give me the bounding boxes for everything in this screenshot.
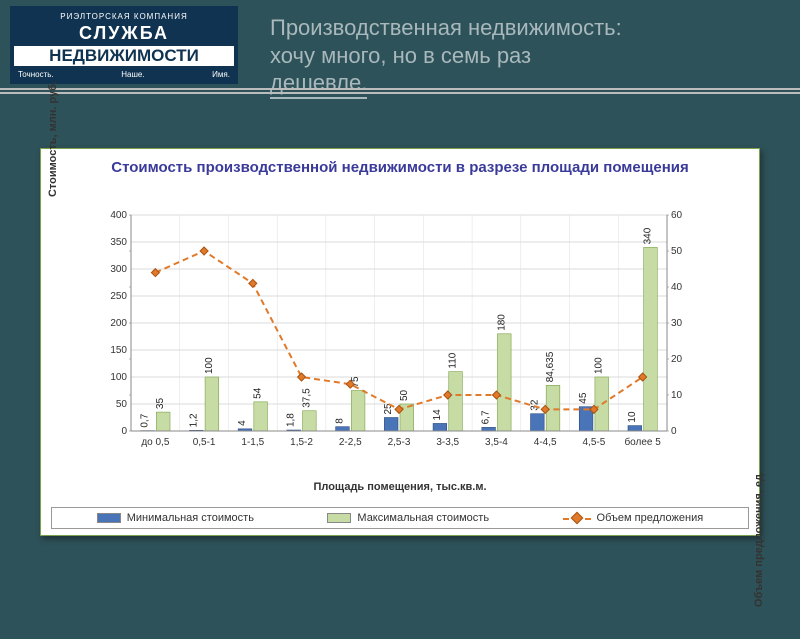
title-line2: хочу много, но в семь раз [270,42,770,70]
svg-text:300: 300 [110,264,127,275]
divider [0,92,800,94]
svg-text:до 0,5: до 0,5 [141,437,170,448]
svg-text:32: 32 [529,399,540,411]
svg-text:250: 250 [110,291,127,302]
svg-text:45: 45 [578,392,589,404]
svg-text:340: 340 [642,227,653,244]
legend-item-max: Максимальная стоимость [327,512,489,524]
page-title: Производственная недвижимость: хочу мног… [270,14,770,99]
divider [0,88,800,90]
svg-text:4-4,5: 4-4,5 [534,437,557,448]
title-line3: дешевле. [270,69,367,99]
svg-text:20: 20 [671,354,683,365]
legend-item-min: Минимальная стоимость [97,512,254,524]
chart-panel: Стоимость производственной недвижимости … [40,148,760,536]
svg-text:10: 10 [671,390,683,401]
svg-text:37,5: 37,5 [301,388,312,408]
svg-text:4,5-5: 4,5-5 [583,437,606,448]
svg-text:1,5-2: 1,5-2 [290,437,313,448]
svg-text:более 5: более 5 [624,436,661,448]
legend-label-volume: Объем предложения [597,512,704,524]
svg-text:0: 0 [121,426,127,437]
logo: РИЭЛТОРСКАЯ КОМПАНИЯ СЛУЖБА НЕДВИЖИМОСТИ… [10,6,238,84]
svg-text:54: 54 [253,387,264,399]
svg-text:3-3,5: 3-3,5 [436,437,459,448]
svg-text:8: 8 [334,418,345,424]
svg-text:100: 100 [204,357,215,374]
svg-text:60: 60 [671,210,683,221]
legend-swatch-max [327,513,351,523]
y-right-axis-title: Объем предложения, ед. [753,439,765,639]
svg-text:400: 400 [110,210,127,221]
svg-text:1-1,5: 1-1,5 [241,437,264,448]
legend-swatch-min [97,513,121,523]
svg-text:3,5-4: 3,5-4 [485,437,508,448]
logo-tag-mid: Наше. [121,70,144,79]
svg-text:6,7: 6,7 [481,410,492,424]
svg-text:350: 350 [110,237,127,248]
svg-text:2-2,5: 2-2,5 [339,437,362,448]
svg-text:50: 50 [116,399,128,410]
svg-text:4: 4 [237,420,248,426]
svg-text:10: 10 [627,411,638,423]
svg-text:40: 40 [671,282,683,293]
svg-text:50: 50 [399,389,410,401]
svg-text:1,8: 1,8 [286,413,297,427]
svg-text:2,5-3: 2,5-3 [388,437,411,448]
legend-label-max: Максимальная стоимость [357,512,489,524]
svg-text:110: 110 [448,352,459,368]
svg-text:14: 14 [432,409,443,421]
chart-svg: 0 50 100 150 200 250 300 350 400 0 10 20 30 40 50 60 0,7… [103,209,695,459]
x-axis-title: Площадь помещения, тыс.кв.м. [41,481,759,493]
svg-text:1,2: 1,2 [188,413,199,427]
plot-area: 0 50 100 150 200 250 300 350 400 0 10 20 30 40 50 60 0,7… [103,209,695,459]
svg-text:0,7: 0,7 [140,413,151,427]
legend-item-volume: Объем предложения [563,512,704,524]
legend-label-min: Минимальная стоимость [127,512,254,524]
svg-text:35: 35 [155,398,166,410]
svg-text:180: 180 [496,314,507,331]
svg-text:150: 150 [110,345,127,356]
svg-text:100: 100 [594,357,605,374]
legend: Минимальная стоимость Максимальная стоим… [51,507,749,529]
logo-tag-right: Имя. [212,70,230,79]
svg-text:84,635: 84,635 [545,351,556,382]
title-line1: Производственная недвижимость: [270,14,770,42]
chart-title: Стоимость производственной недвижимости … [41,149,759,182]
svg-text:200: 200 [110,318,127,329]
svg-text:0: 0 [671,426,677,437]
svg-text:0,5-1: 0,5-1 [193,437,216,448]
y-left-axis-title: Стоимость, млн. руб. [47,39,59,239]
svg-text:100: 100 [110,372,127,383]
svg-text:30: 30 [671,318,683,329]
logo-tagline: РИЭЛТОРСКАЯ КОМПАНИЯ [14,12,234,21]
svg-text:50: 50 [671,246,683,257]
